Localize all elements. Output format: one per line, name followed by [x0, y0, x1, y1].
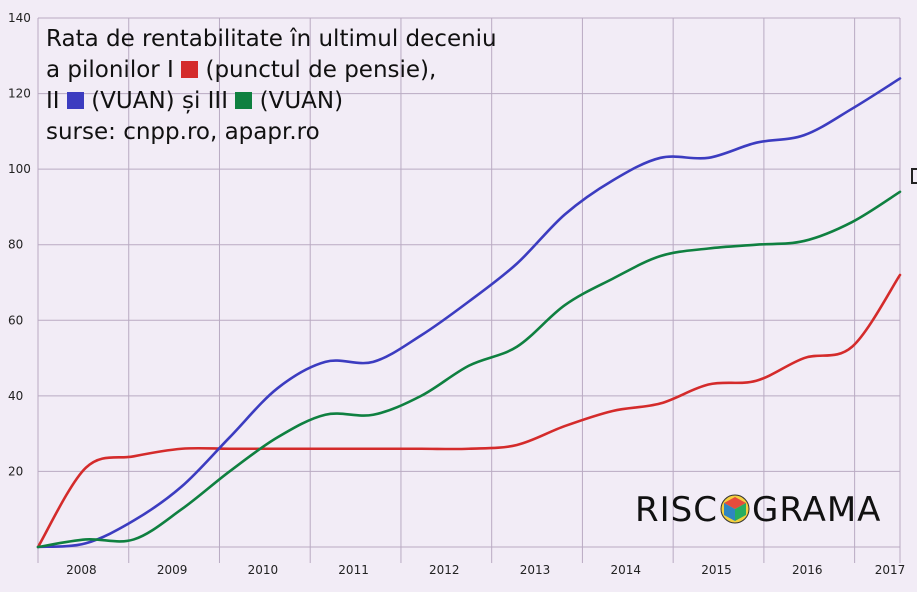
- cube-icon: [720, 494, 750, 524]
- riscograma-logo: RISC GRAMA: [635, 490, 881, 530]
- x-tick-label-2009: 2009: [157, 563, 188, 577]
- x-tick-label-2008: 2008: [66, 563, 97, 577]
- pilon1-line: [36, 273, 902, 549]
- axes: [37, 18, 901, 563]
- pilon2-line: [36, 77, 902, 549]
- y-tick-label-40: 40: [8, 389, 23, 403]
- x-tick-label-2012: 2012: [429, 563, 460, 577]
- title-line-3-suffix: (VUAN): [259, 88, 344, 114]
- x-tick-label-2013: 2013: [520, 563, 551, 577]
- title-line-2-prefix: a pilonilor I: [46, 57, 174, 83]
- x-tick-label-2017: 2017: [875, 563, 906, 577]
- x-tick-label-2016: 2016: [792, 563, 823, 577]
- x-tick-label-2010: 2010: [248, 563, 279, 577]
- title-line-3: II (VUAN) și III (VUAN): [46, 86, 497, 117]
- edge-bracket: [911, 168, 917, 184]
- x-axis-ticks: 2008 2009 2010 2011 2012 2013 2014 2015 2016 2017: [66, 563, 905, 577]
- series-lines: [36, 77, 902, 549]
- title-line-3-prefix: II: [46, 88, 60, 114]
- y-tick-label-140: 140: [8, 11, 31, 25]
- pilon3-legend-swatch: [235, 92, 253, 109]
- y-tick-label-20: 20: [8, 464, 23, 478]
- title-line-4: surse: cnpp.ro, apapr.ro: [46, 119, 320, 145]
- title-line-3-middle: (VUAN) și III: [91, 88, 229, 114]
- y-axis-ticks: 20 40 60 80 100 120 140: [8, 11, 31, 478]
- x-tick-label-2011: 2011: [338, 563, 369, 577]
- pilon2-legend-swatch: [66, 92, 84, 109]
- pilon3-line: [36, 190, 902, 549]
- logo-text-right: GRAMA: [751, 490, 882, 530]
- x-tick-label-2015: 2015: [701, 563, 732, 577]
- title-line-1: Rata de rentabilitate în ultimul deceniu: [46, 26, 497, 52]
- y-tick-label-60: 60: [8, 313, 23, 327]
- y-tick-label-120: 120: [8, 87, 31, 101]
- y-tick-label-80: 80: [8, 238, 23, 252]
- grid: [37, 17, 900, 563]
- title-line-2-suffix: (punctul de pensie),: [205, 57, 437, 83]
- pilon1-legend-swatch: [181, 61, 199, 78]
- title-line-2: a pilonilor I (punctul de pensie),: [46, 55, 497, 86]
- y-tick-label-100: 100: [8, 162, 31, 176]
- chart-title: Rata de rentabilitate în ultimul deceniu…: [46, 24, 497, 148]
- x-tick-label-2014: 2014: [611, 563, 642, 577]
- logo-text-left: RISC: [635, 490, 718, 530]
